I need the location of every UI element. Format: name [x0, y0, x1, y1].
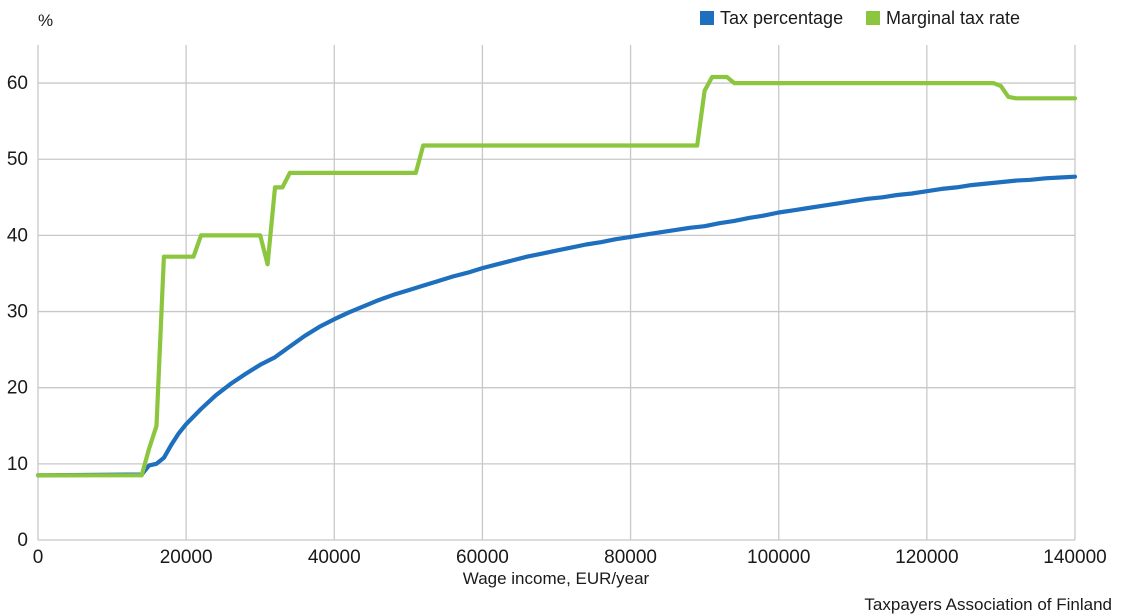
series-line-0	[35, 174, 1078, 478]
x-tick-label: 0	[33, 547, 44, 568]
x-axis-label: Wage income, EUR/year	[463, 569, 650, 588]
x-tick-label: 140000	[1043, 547, 1106, 568]
y-tick-label: 60	[7, 73, 28, 94]
legend: Tax percentage Marginal tax rate	[700, 8, 1020, 28]
y-tick-label: 20	[7, 378, 28, 399]
y-tick-label: 10	[7, 454, 28, 475]
series-lines	[35, 74, 1078, 478]
grid	[37, 45, 1076, 541]
legend-label: Tax percentage	[720, 8, 843, 28]
x-tick-labels: 0 20000 40000 60000 80000 100000 120000 140000	[33, 547, 1107, 568]
x-tick-label: 120000	[895, 547, 958, 568]
legend-swatch	[866, 11, 880, 25]
x-tick-label: 80000	[604, 547, 657, 568]
y-tick-label: 50	[7, 149, 28, 170]
x-tick-label: 20000	[160, 547, 213, 568]
legend-label: Marginal tax rate	[886, 8, 1020, 28]
y-tick-label: 0	[17, 530, 28, 551]
series-line-1	[35, 74, 1078, 478]
x-tick-label: 100000	[747, 547, 810, 568]
source-note: Taxpayers Association of Finland	[864, 595, 1112, 614]
y-axis-label: %	[38, 11, 53, 30]
y-tick-label: 30	[7, 302, 28, 323]
y-tick-label: 40	[7, 225, 28, 246]
legend-swatch	[700, 11, 714, 25]
x-tick-label: 40000	[308, 547, 361, 568]
y-tick-labels: 0 10 20 30 40 50 60	[7, 73, 28, 551]
x-tick-label: 60000	[456, 547, 509, 568]
